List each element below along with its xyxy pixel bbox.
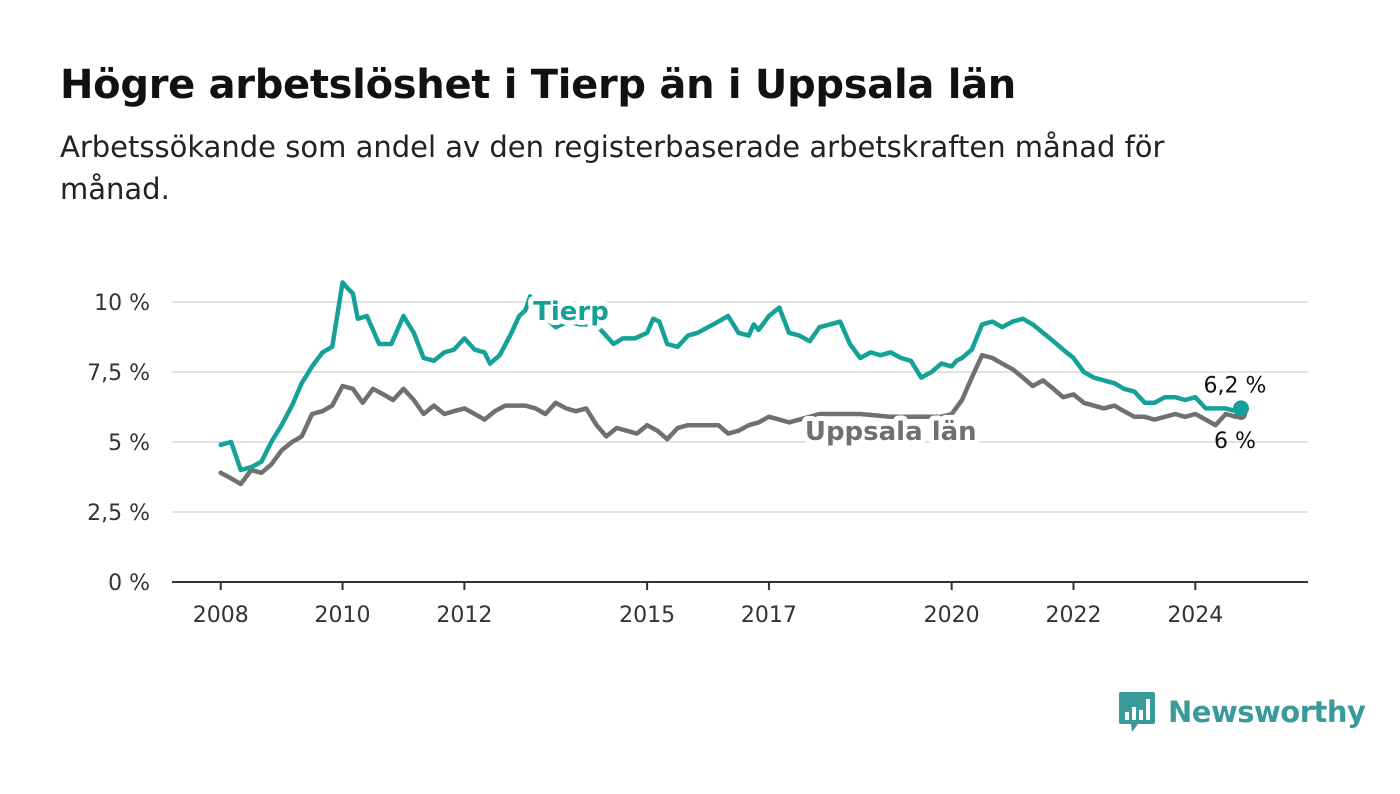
end-label-tierp: 6,2 % [1204, 373, 1267, 398]
series-tierp [218, 280, 1249, 473]
series-end-point [1232, 400, 1249, 417]
y-tick-label: 2,5 % [87, 501, 150, 526]
y-tick-label: 7,5 % [87, 361, 150, 386]
x-tick-label: 2022 [1045, 603, 1101, 628]
y-tick-label: 0 % [108, 571, 150, 596]
series-uppsala-lan [218, 352, 1247, 487]
y-tick-label: 5 % [108, 431, 150, 456]
series-line [218, 352, 1244, 487]
line-chart: 0 % 2,5 % 5 % 7,5 % 10 % 2008 2010 2012 2015 201… [87, 280, 1308, 628]
x-tick-label: 2024 [1167, 603, 1223, 628]
x-tick-label: 2015 [619, 603, 675, 628]
newsworthy-logo: Newsworthy [1118, 690, 1366, 734]
grid [172, 301, 1308, 513]
chart-subtitle: Arbetssökande som andel av den registerb… [60, 130, 1165, 206]
newsworthy-chart-icon [1119, 692, 1155, 732]
x-axis: 2008 2010 2012 2015 2017 2020 2022 2024 [193, 582, 1223, 628]
x-tick-label: 2008 [193, 603, 249, 628]
series-label-uppsala-lan: Uppsala län [805, 417, 977, 447]
x-tick-label: 2012 [436, 603, 492, 628]
y-tick-label: 10 % [94, 291, 150, 316]
x-tick-label: 2017 [741, 603, 797, 628]
y-axis: 0 % 2,5 % 5 % 7,5 % 10 % [87, 291, 150, 596]
chart-title: Högre arbetslöshet i Tierp än i Uppsala … [60, 62, 1016, 108]
logo-text: Newsworthy [1168, 695, 1366, 729]
end-label-uppsala-lan: 6 % [1214, 429, 1256, 454]
series-line [218, 280, 1244, 473]
series-labels: Tierp Uppsala län 6,2 % 6 % [528, 292, 1267, 454]
x-tick-label: 2020 [924, 603, 980, 628]
x-tick-label: 2010 [315, 603, 371, 628]
series-label-tierp: Tierp [533, 297, 609, 327]
